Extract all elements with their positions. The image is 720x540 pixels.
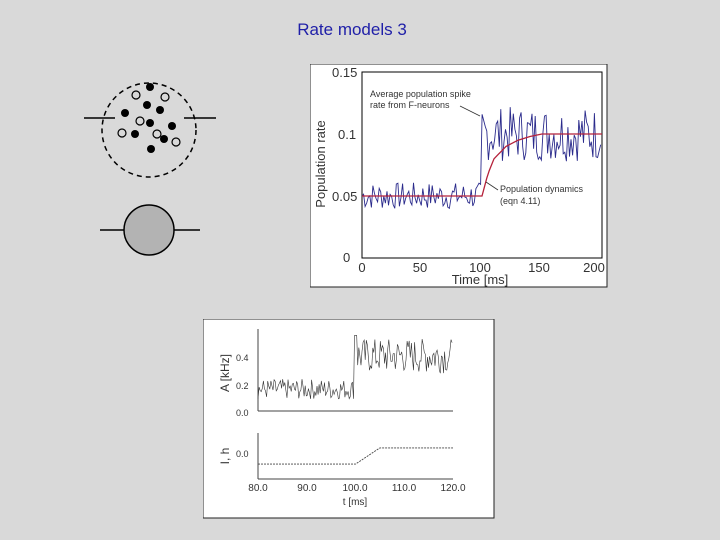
y-axis-label: Population rate [313,120,328,207]
population-rate-figure: 0.15 0.1 0.05 0 0 50 100 150 200 Time [m… [310,64,608,288]
x-tick-label: 0 [358,260,365,275]
y-tick-label: 0.2 [236,381,249,391]
annotation-line: Average population spike [370,89,471,99]
figure-background [310,64,608,288]
input-series-layer [258,447,453,465]
neuron-active [156,106,164,114]
y-tick-label: 0.15 [332,65,357,80]
neuron-silent [160,92,170,102]
x-tick-label: 110.0 [392,483,417,494]
x-axis-label: t [ms] [343,497,368,508]
x-tick-label: 100.0 [342,483,367,494]
rate-unit [100,204,200,256]
spiking-neurons [117,83,181,153]
figure-background [203,319,495,519]
x-tick-label: 120.0 [440,483,465,494]
neuron-active [131,130,139,138]
top-series-layer [361,107,602,210]
annotation-line: Population dynamics [500,184,584,194]
x-tick-label: 200 [583,260,605,275]
neuron-silent [135,116,145,126]
y-tick-label: 0.0 [236,449,249,459]
annotation-average-rate: Average population spike rate from F-neu… [370,89,481,117]
neuron-active [146,119,154,127]
neuron-silent [131,90,141,100]
series-activity [257,335,453,400]
neuron-active [143,101,151,109]
slide-title: Rate models 3 [297,20,407,39]
x-tick-label: 50 [413,260,427,275]
annotation-line: (eqn 4.11) [500,196,540,206]
y-tick-label: 0.0 [236,408,249,418]
neuron-silent [117,128,127,138]
y-axis-label: I, h [218,448,232,465]
x-tick-label: 100 [469,260,491,275]
population-schematic [84,82,216,256]
neuron-active [146,83,154,91]
x-tick-label: 150 [528,260,550,275]
annotation-line: rate from F-neurons [370,100,450,110]
neuron-silent [171,137,181,147]
series-input [258,447,453,465]
neuron-active [160,135,168,143]
plot-frame [361,71,603,259]
rate-unit-circle [123,204,175,256]
neuron-active [121,109,129,117]
series-population-dynamics [362,133,602,197]
activity-and-input-figure: A [kHz] 0.4 0.2 0.0 I, h 0.0 80.0 90.0 1… [203,319,495,519]
annotation-arrow [459,105,481,117]
neuron-active [168,122,176,130]
neuron-active [147,145,155,153]
annotation-arrow [485,181,499,191]
y-tick-label: 0.05 [332,189,357,204]
neuron-population [84,82,216,178]
neuron-silent [152,129,162,139]
annotation-population-dynamics: Population dynamics (eqn 4.11) [485,181,584,206]
population-boundary [101,82,197,178]
x-axis-label: Time [ms] [452,272,509,287]
y-tick-label: 0.4 [236,353,249,363]
y-axis-label: A [kHz] [218,354,232,392]
x-tick-label: 80.0 [248,483,268,494]
activity-series-layer [257,335,453,400]
x-tick-label: 90.0 [297,483,317,494]
y-tick-label: 0 [343,250,350,265]
series-average-population-rate [361,107,602,210]
top-ticks: 0.15 0.1 0.05 0 0 50 100 150 200 [332,65,605,275]
y-tick-label: 0.1 [338,127,356,142]
